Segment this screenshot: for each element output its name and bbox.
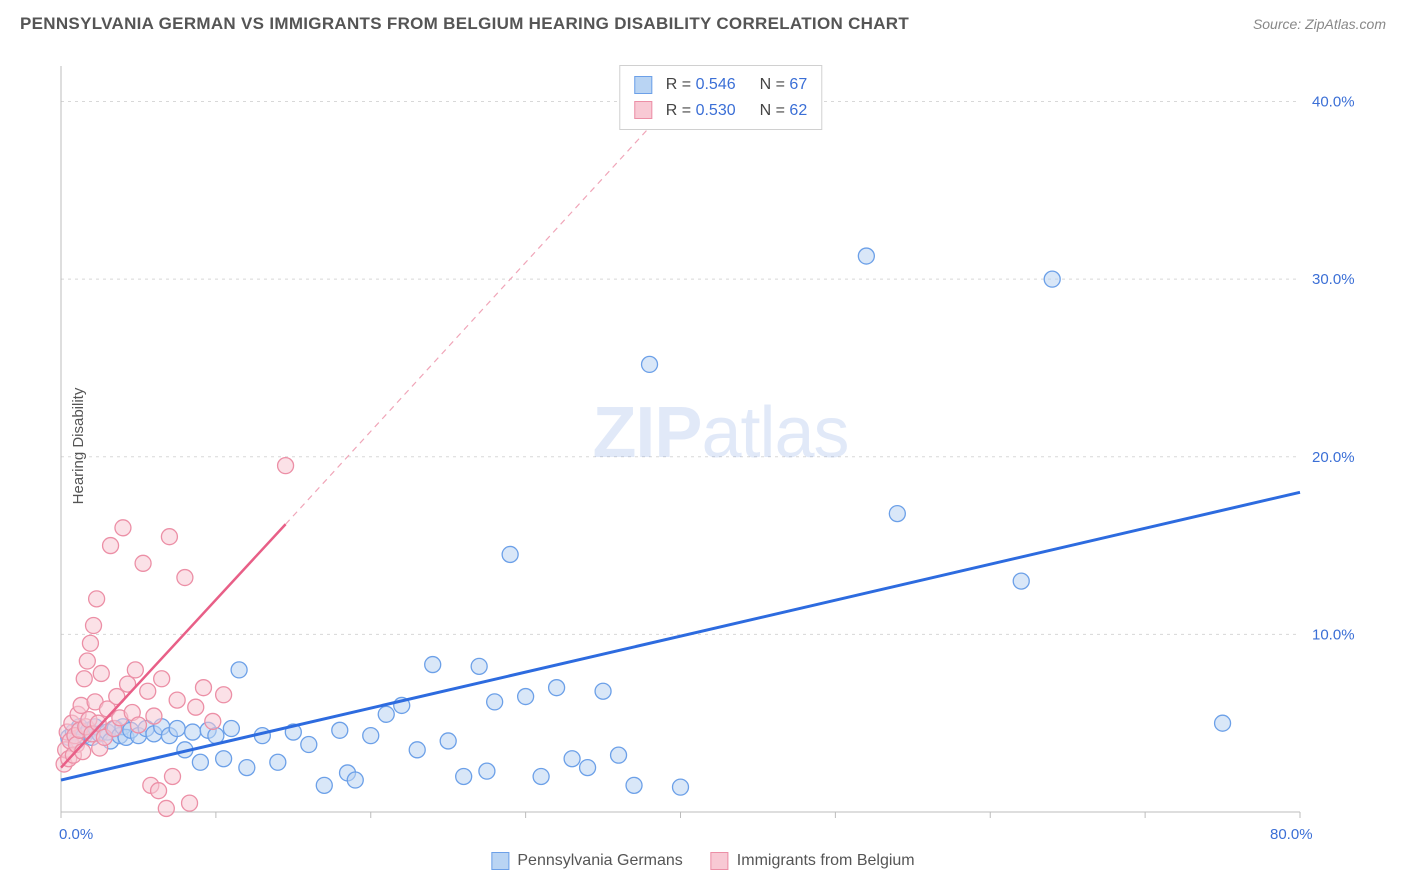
data-point bbox=[135, 555, 151, 571]
x-tick-label: 0.0% bbox=[59, 826, 93, 843]
data-point bbox=[564, 751, 580, 767]
data-point bbox=[626, 777, 642, 793]
data-point bbox=[158, 800, 174, 816]
data-point bbox=[154, 671, 170, 687]
data-point bbox=[79, 653, 95, 669]
data-point bbox=[130, 717, 146, 733]
data-point bbox=[409, 742, 425, 758]
data-point bbox=[146, 708, 162, 724]
data-point bbox=[642, 356, 658, 372]
data-point bbox=[161, 529, 177, 545]
data-point bbox=[518, 689, 534, 705]
r-label: R = 0.546 bbox=[666, 72, 736, 98]
data-point bbox=[182, 795, 198, 811]
data-point bbox=[177, 570, 193, 586]
data-point bbox=[858, 248, 874, 264]
data-point bbox=[580, 760, 596, 776]
legend-label: Pennsylvania Germans bbox=[517, 852, 682, 870]
data-point bbox=[1013, 573, 1029, 589]
legend-label: Immigrants from Belgium bbox=[737, 852, 915, 870]
y-tick-label: 30.0% bbox=[1312, 271, 1355, 288]
data-point bbox=[127, 662, 143, 678]
y-tick-label: 20.0% bbox=[1312, 449, 1355, 466]
legend-swatch bbox=[634, 101, 652, 119]
data-point bbox=[440, 733, 456, 749]
source-attribution: Source: ZipAtlas.com bbox=[1253, 16, 1386, 32]
data-point bbox=[301, 737, 317, 753]
data-point bbox=[86, 618, 102, 634]
data-point bbox=[549, 680, 565, 696]
data-point bbox=[231, 662, 247, 678]
data-point bbox=[533, 768, 549, 784]
n-label: N = 62 bbox=[760, 98, 808, 124]
y-tick-label: 10.0% bbox=[1312, 626, 1355, 643]
data-point bbox=[595, 683, 611, 699]
x-tick-label: 80.0% bbox=[1270, 826, 1313, 843]
legend-swatch bbox=[491, 852, 509, 870]
data-point bbox=[103, 538, 119, 554]
data-point bbox=[185, 724, 201, 740]
data-point bbox=[378, 706, 394, 722]
data-point bbox=[471, 658, 487, 674]
data-point bbox=[89, 591, 105, 607]
data-point bbox=[332, 722, 348, 738]
data-point bbox=[270, 754, 286, 770]
data-point bbox=[1044, 271, 1060, 287]
data-point bbox=[1215, 715, 1231, 731]
data-point bbox=[115, 520, 131, 536]
data-point bbox=[192, 754, 208, 770]
data-point bbox=[76, 671, 92, 687]
data-point bbox=[363, 728, 379, 744]
legend-row: R = 0.546 N = 67 bbox=[634, 72, 807, 98]
legend-swatch bbox=[711, 852, 729, 870]
data-point bbox=[169, 721, 185, 737]
data-point bbox=[278, 458, 294, 474]
data-point bbox=[673, 779, 689, 795]
data-point bbox=[479, 763, 495, 779]
data-point bbox=[205, 713, 221, 729]
data-point bbox=[195, 680, 211, 696]
legend-swatch bbox=[634, 76, 652, 94]
y-tick-label: 40.0% bbox=[1312, 94, 1355, 111]
data-point bbox=[165, 768, 181, 784]
data-point bbox=[316, 777, 332, 793]
data-point bbox=[425, 657, 441, 673]
legend-item: Immigrants from Belgium bbox=[711, 852, 915, 870]
data-point bbox=[889, 506, 905, 522]
data-point bbox=[502, 546, 518, 562]
data-point bbox=[456, 768, 472, 784]
scatter-chart-svg: 10.0% 20.0% 30.0% 40.0% bbox=[55, 60, 1355, 820]
chart-area: R = 0.546N = 67R = 0.530N = 62 ZIPatlas … bbox=[55, 60, 1386, 837]
data-point bbox=[169, 692, 185, 708]
data-point bbox=[223, 721, 239, 737]
data-point bbox=[140, 683, 156, 699]
chart-title: PENNSYLVANIA GERMAN VS IMMIGRANTS FROM B… bbox=[20, 14, 909, 34]
legend-item: Pennsylvania Germans bbox=[491, 852, 682, 870]
series-legend: Pennsylvania Germans Immigrants from Belg… bbox=[491, 852, 914, 870]
n-label: N = 67 bbox=[760, 72, 808, 98]
data-point bbox=[151, 783, 167, 799]
correlation-legend: R = 0.546 N = 67 R = 0.530 N = 62 bbox=[619, 65, 822, 130]
data-point bbox=[239, 760, 255, 776]
data-point bbox=[216, 751, 232, 767]
data-point bbox=[188, 699, 204, 715]
data-point bbox=[93, 665, 109, 681]
data-point bbox=[347, 772, 363, 788]
data-point bbox=[611, 747, 627, 763]
data-point bbox=[82, 635, 98, 651]
data-point bbox=[216, 687, 232, 703]
data-point bbox=[487, 694, 503, 710]
legend-row: R = 0.530 N = 62 bbox=[634, 98, 807, 124]
r-label: R = 0.530 bbox=[666, 98, 736, 124]
